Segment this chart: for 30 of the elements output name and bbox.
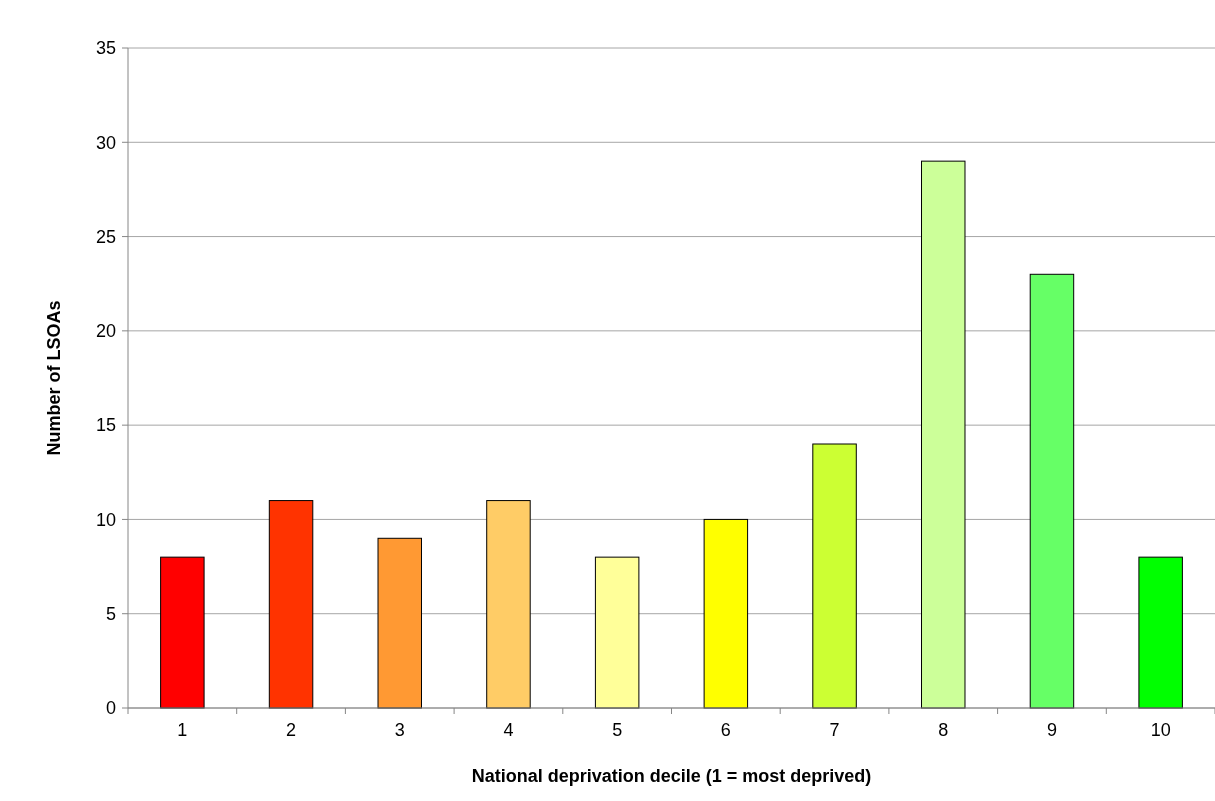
bar <box>1138 556 1183 709</box>
x-tick-label: 8 <box>938 720 949 740</box>
bar <box>812 443 857 709</box>
x-tick-label: 2 <box>286 720 297 740</box>
y-axis-title: Number of LSOAs <box>44 300 64 456</box>
x-tick-label: 1 <box>177 720 188 740</box>
bar <box>703 518 749 709</box>
x-tick-label: 7 <box>829 720 840 740</box>
x-tick-label: 6 <box>720 720 731 740</box>
x-tick-label: 9 <box>1046 720 1057 740</box>
bar <box>268 500 314 709</box>
y-tick-label: 35 <box>95 38 116 59</box>
y-tick-label: 20 <box>95 321 116 342</box>
x-axis-title: National deprivation decile (1 = most deprived) <box>471 766 872 786</box>
bar <box>1029 273 1075 709</box>
bar <box>594 556 640 709</box>
y-tick-label: 25 <box>95 226 116 247</box>
y-tick-label: 5 <box>105 604 116 625</box>
x-tick-label: 5 <box>612 720 623 740</box>
x-tick-label: 10 <box>1150 720 1171 740</box>
y-tick-label: 0 <box>105 698 116 719</box>
bar <box>921 160 966 709</box>
y-tick-label: 15 <box>95 415 116 436</box>
bar <box>377 537 422 709</box>
x-tick-label: 3 <box>394 720 405 740</box>
y-tick-label: 10 <box>95 509 116 530</box>
bar <box>486 500 531 709</box>
bar <box>160 556 205 709</box>
x-tick-label: 4 <box>503 720 514 740</box>
y-tick-label: 30 <box>95 132 116 153</box>
